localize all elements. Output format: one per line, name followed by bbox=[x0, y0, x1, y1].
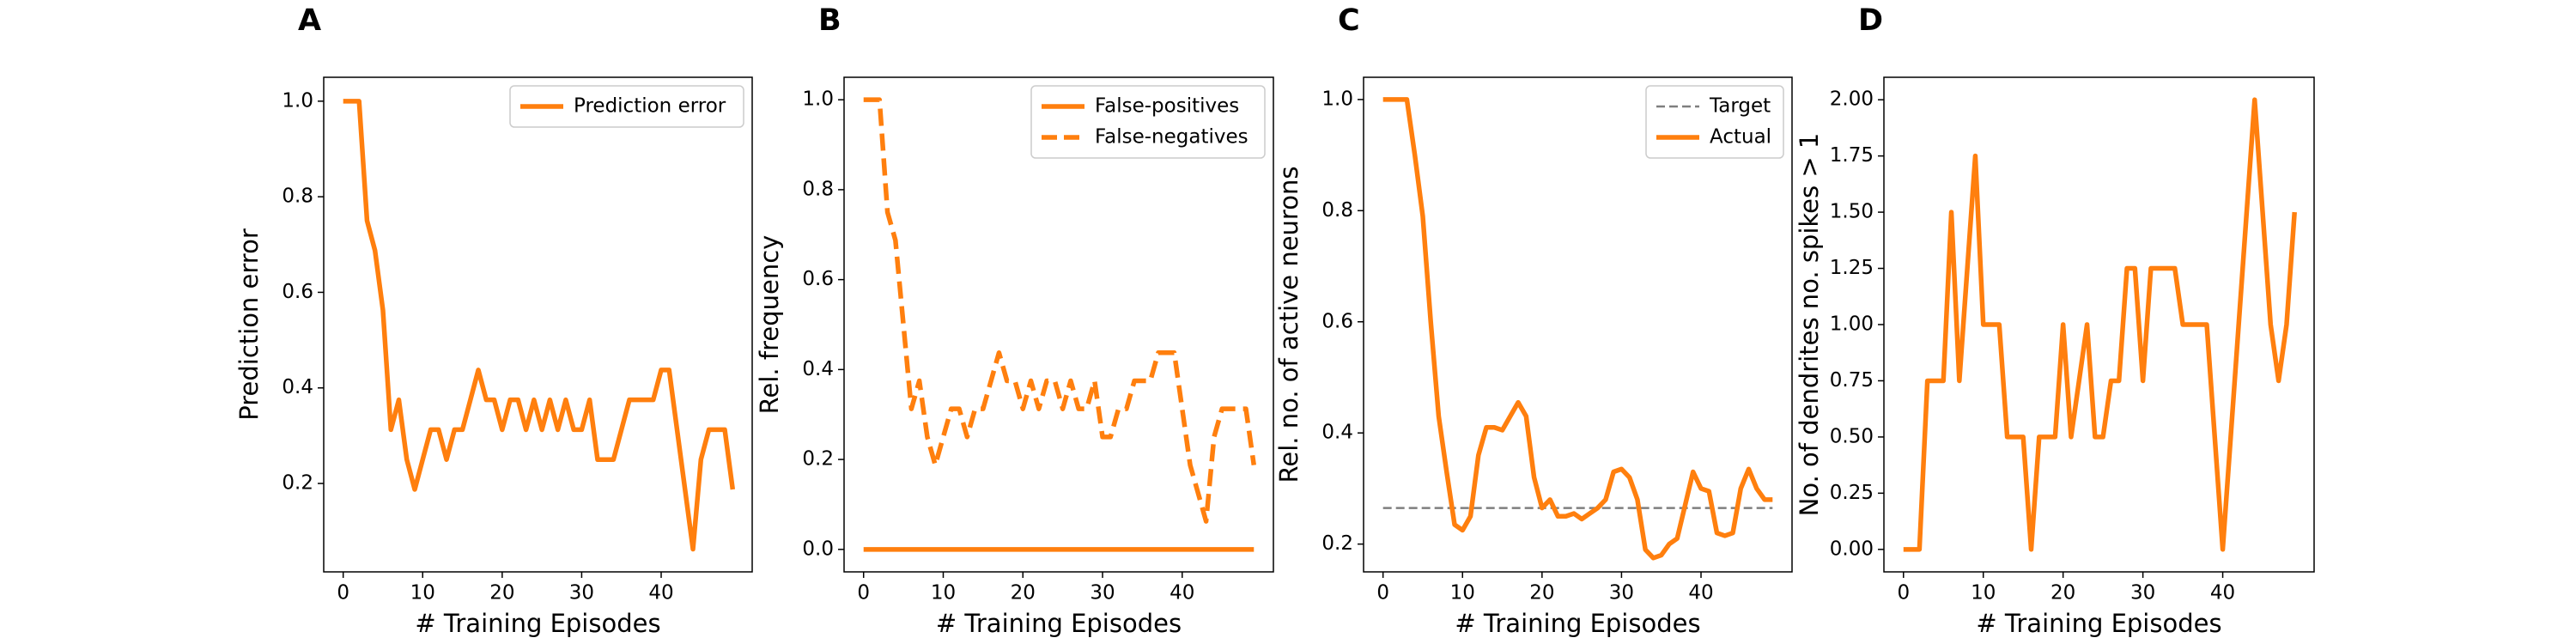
x-tick-label: 30 bbox=[1609, 582, 1634, 605]
y-tick-label: 0.2 bbox=[802, 448, 834, 471]
panel-label: C bbox=[1338, 3, 1360, 38]
y-tick-label: 0.8 bbox=[282, 185, 313, 208]
y-tick-label: 0.8 bbox=[802, 178, 834, 200]
y-tick-label: 0.6 bbox=[1321, 310, 1353, 332]
series-line bbox=[863, 97, 1256, 524]
legend-label: Target bbox=[1709, 95, 1771, 118]
y-tick-label: 0.0 bbox=[802, 538, 834, 560]
y-tick-label: 0.6 bbox=[282, 281, 313, 303]
y-tick-label: 1.0 bbox=[282, 89, 313, 112]
y-tick-label: 0.50 bbox=[1830, 425, 1874, 447]
series-line bbox=[1382, 97, 1773, 561]
y-tick-label: 1.25 bbox=[1830, 257, 1874, 279]
legend-label: Actual bbox=[1710, 126, 1771, 149]
x-tick-label: 40 bbox=[1688, 582, 1713, 605]
y-tick-label: 0.4 bbox=[282, 376, 313, 398]
legend-box bbox=[1030, 85, 1266, 159]
x-tick-label: 0 bbox=[337, 582, 349, 605]
axes-frame bbox=[843, 76, 1274, 573]
x-tick-label: 20 bbox=[1529, 582, 1554, 605]
y-tick-label: 0.6 bbox=[802, 268, 834, 290]
axes-frame bbox=[323, 76, 753, 573]
legend-box bbox=[509, 85, 744, 128]
x-tick-label: 30 bbox=[1090, 582, 1115, 605]
x-tick-label: 0 bbox=[1376, 582, 1389, 605]
y-tick-label: 1.50 bbox=[1830, 201, 1874, 223]
series-line bbox=[343, 99, 736, 552]
y-tick-label: 0.8 bbox=[1321, 199, 1353, 222]
x-tick-label: 0 bbox=[1897, 582, 1910, 605]
x-axis-label: # Training Episodes bbox=[1455, 609, 1700, 638]
y-axis-label: Rel. frequency bbox=[755, 235, 784, 415]
y-tick-label: 0.25 bbox=[1830, 482, 1874, 504]
x-tick-label: 10 bbox=[1450, 582, 1475, 605]
legend-label: False-negatives bbox=[1095, 126, 1249, 149]
panel-label: D bbox=[1858, 3, 1883, 38]
x-tick-label: 20 bbox=[1011, 582, 1036, 605]
y-tick-label: 0.4 bbox=[1321, 422, 1353, 444]
y-tick-label: 1.0 bbox=[802, 88, 834, 111]
panel-label: A bbox=[298, 3, 321, 38]
y-axis-label: Rel. no. of active neurons bbox=[1274, 167, 1303, 483]
legend-label: False-positives bbox=[1095, 95, 1239, 118]
y-axis-label: No. of dendrites no. spikes > 1 bbox=[1795, 133, 1824, 517]
x-tick-label: 40 bbox=[1170, 582, 1194, 605]
y-tick-label: 0.00 bbox=[1830, 538, 1874, 560]
x-tick-label: 30 bbox=[569, 582, 594, 605]
legend-label: Prediction error bbox=[574, 95, 726, 118]
x-axis-label: # Training Episodes bbox=[415, 609, 660, 638]
x-tick-label: 10 bbox=[410, 582, 435, 605]
legend-box bbox=[1645, 85, 1784, 159]
x-axis-label: # Training Episodes bbox=[1976, 609, 2221, 638]
y-tick-label: 0.2 bbox=[282, 472, 313, 495]
y-tick-label: 1.75 bbox=[1830, 144, 1874, 167]
x-axis-label: # Training Episodes bbox=[936, 609, 1182, 638]
x-tick-label: 20 bbox=[489, 582, 514, 605]
panel-label: B bbox=[818, 3, 841, 38]
x-tick-label: 30 bbox=[2130, 582, 2155, 605]
x-tick-label: 40 bbox=[648, 582, 673, 605]
x-tick-label: 10 bbox=[931, 582, 956, 605]
x-tick-label: 0 bbox=[857, 582, 870, 605]
y-tick-label: 2.00 bbox=[1830, 88, 1874, 111]
x-tick-label: 10 bbox=[1971, 582, 1996, 605]
y-tick-label: 1.00 bbox=[1830, 313, 1874, 336]
y-tick-label: 0.2 bbox=[1321, 532, 1353, 555]
y-tick-label: 1.0 bbox=[1321, 88, 1353, 110]
y-axis-label: Prediction error bbox=[234, 228, 264, 421]
y-tick-label: 0.75 bbox=[1830, 369, 1874, 392]
axes-frame bbox=[1883, 76, 2315, 573]
y-tick-label: 0.4 bbox=[802, 358, 834, 380]
x-tick-label: 20 bbox=[2050, 582, 2075, 605]
x-tick-label: 40 bbox=[2210, 582, 2235, 605]
axes-frame bbox=[1363, 76, 1793, 573]
series-line bbox=[1903, 97, 2297, 552]
